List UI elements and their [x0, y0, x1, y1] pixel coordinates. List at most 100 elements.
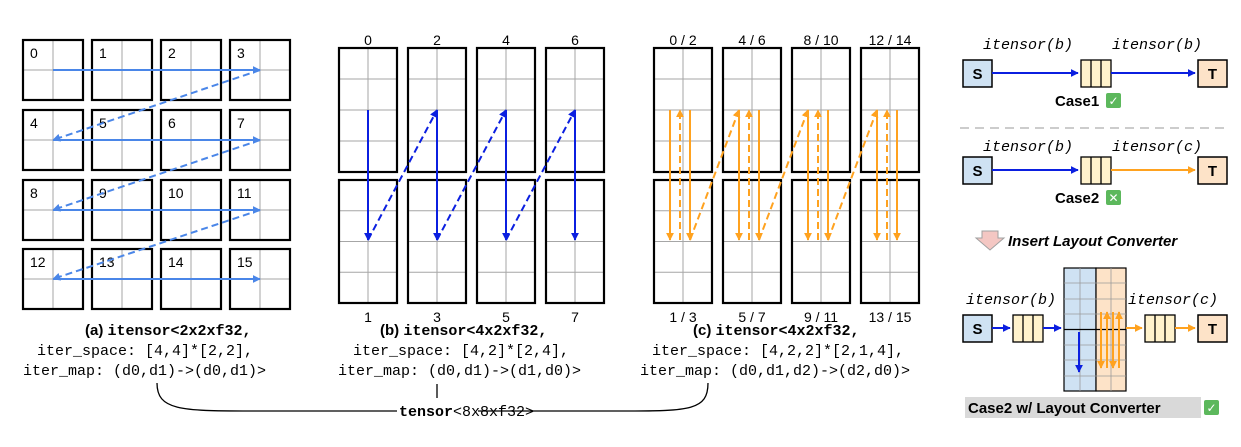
- c-bottom-label-3: 13 / 15: [869, 309, 912, 325]
- tile-a-label-12: 12: [30, 254, 46, 270]
- tile-a-label-4: 4: [30, 115, 38, 131]
- b-top-label-1: 2: [433, 32, 441, 48]
- case1-target-label: T: [1208, 66, 1217, 83]
- case2-cross-icon: [1106, 190, 1121, 205]
- c-tile-top-0: [652, 46, 714, 174]
- tile-a-label-13: 13: [99, 254, 115, 270]
- converter-grid: [1064, 268, 1126, 391]
- b-top-label-2: 4: [502, 32, 510, 48]
- b-wrap-arrow-1: [436, 109, 507, 241]
- case3-check-icon: [1204, 400, 1219, 415]
- tile-a-label-15: 15: [237, 254, 253, 270]
- c-tile-bottom-2: [790, 178, 852, 305]
- tile-a-label-0: 0: [30, 45, 38, 61]
- c-top-label-0: 0 / 2: [669, 32, 696, 48]
- panel-c-arrows: [666, 109, 901, 241]
- b-top-label-3: 6: [571, 32, 579, 48]
- down-arrow-icon: [974, 230, 1006, 251]
- panel-a: 0123456789101112131415: [21, 38, 292, 311]
- case1-target-box: [1197, 59, 1228, 88]
- caption-prefix: (b): [380, 322, 403, 339]
- b-bottom-label-0: 1: [364, 309, 372, 325]
- c-wrap-arrow-0: [689, 109, 741, 241]
- caption-rest: <4x2xf32,: [466, 323, 547, 340]
- b-top-label-0: 0: [364, 32, 372, 48]
- case2-target-label: T: [1208, 163, 1217, 180]
- case2-label: Case2: [1055, 190, 1099, 207]
- wrap-arrow-0: [52, 69, 261, 142]
- panel-a-arrows: [52, 66, 261, 283]
- panel-b-arrows: [364, 109, 579, 241]
- case3-source-box: [962, 314, 993, 343]
- tile-a-label-3: 3: [237, 45, 245, 61]
- panel-c-caption-line2: iter_space: [4,2,2]*[2,1,4],: [652, 343, 904, 360]
- c-top-label-1: 4 / 6: [738, 32, 765, 48]
- tile-a-label-8: 8: [30, 185, 38, 201]
- case3-fifo-in: [1012, 314, 1044, 343]
- caption-prefix: (a): [85, 322, 108, 339]
- right-panel: itensor(b) itensor(b) S T Case1 ✓ itenso…: [960, 37, 1228, 418]
- panel-b: 0 1 2 3 4 5 6 7: [337, 32, 606, 325]
- case3-status: ✓: [1206, 401, 1216, 415]
- c-top-label-2: 8 / 10: [803, 32, 838, 48]
- panel-c-caption-line1: (c) itensor<4x2xf32,: [693, 322, 860, 340]
- b-wrap-arrow-2: [505, 109, 576, 241]
- c-wrap-arrow-2: [827, 109, 879, 241]
- case1-fifo: [1080, 59, 1112, 88]
- caption-type: itensor: [403, 323, 466, 340]
- c-tile-top-1: [721, 46, 783, 174]
- panel-b-caption-line3: iter_map: (d0,d1)->(d1,d0)>: [338, 363, 581, 380]
- c-bottom-label-1: 5 / 7: [738, 309, 765, 325]
- case2-right-type: itensor(c): [1112, 139, 1202, 156]
- case2-source-label: S: [972, 163, 982, 180]
- tile-a-label-2: 2: [168, 45, 176, 61]
- panel-a-caption-line1: (a) itensor<2x2xf32,: [85, 322, 252, 340]
- b-wrap-arrow-0: [367, 109, 438, 241]
- tile-a-label-6: 6: [168, 115, 176, 131]
- case2-fifo: [1080, 156, 1112, 185]
- case1-source-box: [962, 59, 993, 88]
- tile-a-label-1: 1: [99, 45, 107, 61]
- case1-status: ✓: [1108, 94, 1118, 108]
- case3-target-label: T: [1208, 321, 1217, 338]
- caption-type: itensor: [716, 323, 779, 340]
- case3-label-highlight: [965, 397, 1201, 418]
- tile-a-label-7: 7: [237, 115, 245, 131]
- case3-left-type: itensor(b): [966, 292, 1056, 309]
- case3-fifo-out: [1144, 314, 1176, 343]
- b-bottom-label-2: 5: [502, 309, 510, 325]
- caption-rest: <2x2xf32,: [171, 323, 252, 340]
- panel-b-caption-line2: iter_space: [4,2]*[2,4],: [353, 343, 569, 360]
- c-wrap-arrow-1: [758, 109, 810, 241]
- c-top-label-3: 12 / 14: [869, 32, 912, 48]
- wrap-arrow-2: [52, 209, 261, 281]
- tile-a-label-11: 11: [237, 185, 252, 201]
- c-tile-bottom-0: [652, 178, 714, 305]
- wrap-arrow-1: [52, 139, 261, 212]
- case1-label: Case1: [1055, 93, 1099, 110]
- tile-a-label-14: 14: [168, 254, 184, 270]
- tensor-label: tensor<8x8xf32>: [399, 404, 534, 421]
- case2-target-box: [1197, 156, 1228, 185]
- c-tile-bottom-3: [859, 178, 921, 305]
- b-bottom-label-1: 3: [433, 309, 441, 325]
- case3-label: Case2 w/ Layout Converter: [968, 400, 1161, 417]
- caption-prefix: (c): [693, 322, 716, 339]
- case2-left-type: itensor(b): [983, 139, 1073, 156]
- case3-right-type: itensor(c): [1128, 292, 1218, 309]
- case1-right-type: itensor(b): [1112, 37, 1202, 54]
- panel-a-caption-line3: iter_map: (d0,d1)->(d0,d1)>: [23, 363, 266, 380]
- case3-source-label: S: [972, 321, 982, 338]
- c-tile-top-2: [790, 46, 852, 174]
- tensor-rest: <8x8xf32>: [453, 404, 534, 421]
- converter-read-arrows: [1097, 311, 1123, 369]
- case1-check-icon: [1106, 93, 1121, 108]
- case1-source-label: S: [972, 66, 982, 83]
- caption-type: itensor: [108, 323, 171, 340]
- tensor-brace: [156, 382, 709, 412]
- panel-a-caption-line2: iter_space: [4,4]*[2,2],: [37, 343, 253, 360]
- c-bottom-label-0: 1 / 3: [669, 309, 696, 325]
- tensor-type: tensor: [399, 404, 453, 421]
- c-tile-top-3: [859, 46, 921, 174]
